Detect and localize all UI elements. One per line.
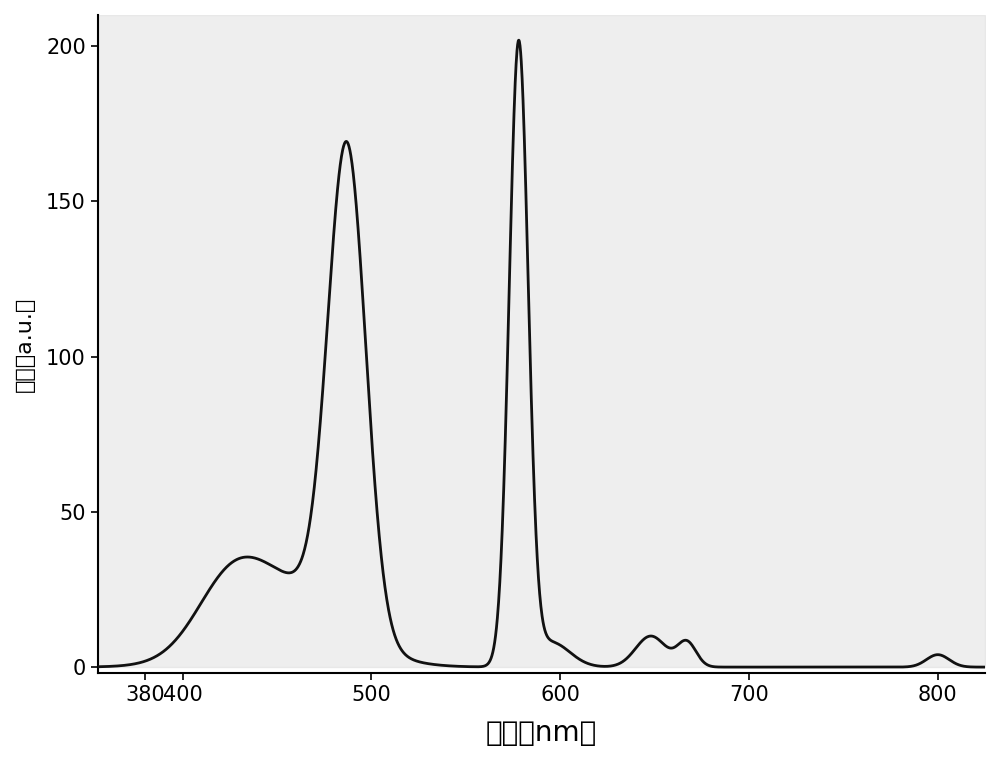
X-axis label: 波长（nm）: 波长（nm） [486, 719, 597, 747]
Y-axis label: 强度（a.u.）: 强度（a.u.） [15, 296, 35, 392]
